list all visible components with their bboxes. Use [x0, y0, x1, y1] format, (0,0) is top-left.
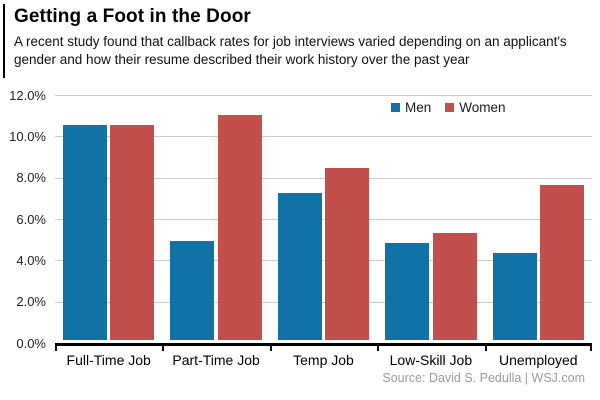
bar-women-part-time-job	[217, 114, 262, 340]
x-category-label-temp-job: Temp Job	[293, 352, 354, 368]
y-tick-label-0pct: 0.0%	[16, 335, 46, 351]
y-tick-label-2pct: 2.0%	[16, 294, 46, 310]
x-axis-tick	[590, 346, 592, 351]
legend-item-women: Women	[445, 100, 506, 115]
x-axis-tick	[55, 346, 57, 351]
legend-swatch-women	[445, 103, 455, 112]
x-category-label-unemployed: Unemployed	[498, 352, 578, 368]
x-category-label-low-skill-job: Low-Skill Job	[389, 352, 473, 368]
legend-label-women: Women	[459, 100, 506, 115]
y-tick-label-10pct: 10.0%	[9, 128, 46, 144]
plot-area	[55, 95, 592, 351]
legend: Men Women	[391, 100, 506, 115]
legend-label-men: Men	[405, 100, 432, 115]
bar-women-low-skill-job	[432, 232, 477, 340]
y-tick-label-4pct: 4.0%	[16, 252, 46, 268]
source-credit: Source: David S. Pedulla | WSJ.com	[382, 371, 585, 385]
title-accent-rule	[3, 4, 5, 78]
gridline-12pct	[55, 95, 592, 96]
x-axis-tick	[269, 346, 272, 351]
x-axis-tick	[484, 346, 487, 351]
gridline-2pct	[55, 301, 592, 303]
y-tick-label-6pct: 6.0%	[16, 211, 46, 227]
y-tick-label-12pct: 12.0%	[9, 87, 46, 103]
bar-men-low-skill-job	[385, 242, 430, 340]
bar-women-unemployed	[540, 185, 585, 340]
gridline-4pct	[55, 260, 592, 262]
gridline-10pct	[55, 136, 592, 138]
x-category-label-full-time-job: Full-Time Job	[66, 352, 151, 368]
y-tick-label-8pct: 8.0%	[16, 170, 46, 186]
bar-men-full-time-job	[62, 125, 107, 340]
x-axis-line	[55, 343, 592, 346]
legend-swatch-men	[391, 103, 400, 112]
legend-item-men: Men	[391, 100, 431, 115]
gridline-6pct	[55, 219, 592, 220]
x-category-label-part-time-job: Part-Time Job	[172, 352, 260, 368]
x-axis-tick	[162, 346, 165, 351]
bar-women-full-time-job	[110, 125, 155, 340]
chart-header: Getting a Foot in the Door A recent stud…	[14, 6, 592, 69]
bar-men-unemployed	[492, 253, 537, 340]
chart-subtitle: A recent study found that callback rates…	[14, 34, 567, 67]
gridline-8pct	[55, 177, 592, 179]
bar-women-temp-job	[325, 168, 370, 340]
bar-men-part-time-job	[170, 240, 215, 340]
bar-men-temp-job	[277, 193, 322, 340]
x-axis-tick	[377, 346, 380, 351]
page-title: Getting a Foot in the Door	[14, 6, 251, 27]
